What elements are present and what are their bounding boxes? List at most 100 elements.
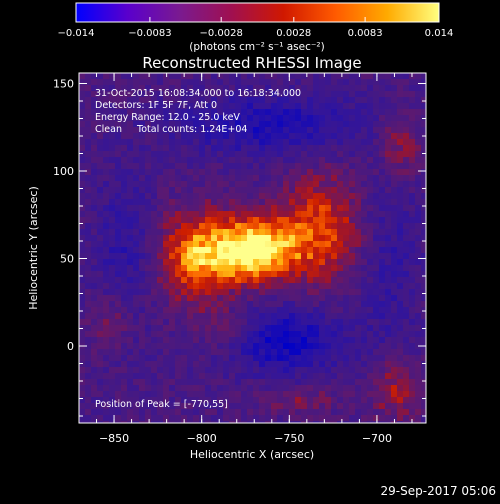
heatmap-cell xyxy=(325,193,331,199)
heatmap-cell xyxy=(211,271,217,277)
heatmap-cell xyxy=(79,121,85,127)
heatmap-cell xyxy=(307,307,313,313)
heatmap-cell xyxy=(313,337,319,343)
heatmap-cell xyxy=(109,349,115,355)
heatmap-cell xyxy=(253,247,259,253)
heatmap-cell xyxy=(223,139,229,145)
heatmap-cell xyxy=(397,193,403,199)
heatmap-cell xyxy=(211,157,217,163)
heatmap-cell xyxy=(163,79,169,85)
heatmap-cell xyxy=(343,133,349,139)
heatmap-cell xyxy=(121,103,127,109)
heatmap-cell xyxy=(121,271,127,277)
heatmap-cell xyxy=(211,277,217,283)
heatmap-cell xyxy=(193,175,199,181)
heatmap-cell xyxy=(127,283,133,289)
heatmap-cell xyxy=(157,343,163,349)
heatmap-cell xyxy=(157,409,163,415)
heatmap-cell xyxy=(145,175,151,181)
heatmap-cell xyxy=(397,109,403,115)
heatmap-cell xyxy=(205,271,211,277)
heatmap-cell xyxy=(199,175,205,181)
heatmap-cell xyxy=(109,115,115,121)
heatmap-cell xyxy=(145,223,151,229)
heatmap-cell xyxy=(367,343,373,349)
heatmap-cell xyxy=(247,235,253,241)
heatmap-cell xyxy=(295,337,301,343)
heatmap-cell xyxy=(241,253,247,259)
heatmap-cell xyxy=(217,319,223,325)
heatmap-cell xyxy=(385,217,391,223)
heatmap-cell xyxy=(163,283,169,289)
heatmap-cell xyxy=(115,193,121,199)
heatmap-cell xyxy=(307,385,313,391)
heatmap-cell xyxy=(367,415,373,421)
heatmap-cell xyxy=(163,259,169,265)
heatmap-cell xyxy=(79,169,85,175)
heatmap-cell xyxy=(241,157,247,163)
heatmap-cell xyxy=(103,175,109,181)
heatmap-cell xyxy=(259,211,265,217)
heatmap-cell xyxy=(367,115,373,121)
heatmap-cell xyxy=(331,127,337,133)
heatmap-cell xyxy=(253,121,259,127)
heatmap-cell xyxy=(415,205,421,211)
heatmap-cell xyxy=(337,379,343,385)
heatmap-cell xyxy=(229,367,235,373)
heatmap-cell xyxy=(271,283,277,289)
heatmap-cell xyxy=(403,415,409,421)
heatmap-cell xyxy=(295,373,301,379)
heatmap-cell xyxy=(163,403,169,409)
heatmap-cell xyxy=(253,361,259,367)
heatmap-cell xyxy=(85,415,91,421)
heatmap-cell xyxy=(127,277,133,283)
heatmap-cell xyxy=(79,379,85,385)
heatmap-cell xyxy=(181,319,187,325)
heatmap-cell xyxy=(271,193,277,199)
heatmap-cell xyxy=(271,115,277,121)
heatmap-cell xyxy=(151,397,157,403)
heatmap-cell xyxy=(373,235,379,241)
heatmap-cell xyxy=(337,421,343,423)
heatmap-cell xyxy=(325,373,331,379)
heatmap-cell xyxy=(109,151,115,157)
heatmap-cell xyxy=(409,181,415,187)
heatmap-cell xyxy=(253,391,259,397)
heatmap-cell xyxy=(91,277,97,283)
heatmap-cell xyxy=(259,421,265,423)
heatmap-cell xyxy=(211,139,217,145)
heatmap-cell xyxy=(193,73,199,79)
heatmap-cell xyxy=(199,349,205,355)
heatmap-cell xyxy=(133,301,139,307)
heatmap-cell xyxy=(367,247,373,253)
heatmap-cell xyxy=(313,91,319,97)
heatmap-cell xyxy=(109,181,115,187)
heatmap-cell xyxy=(367,271,373,277)
heatmap-cell xyxy=(355,403,361,409)
heatmap-cell xyxy=(415,151,421,157)
heatmap-cell xyxy=(403,409,409,415)
heatmap-cell xyxy=(127,343,133,349)
heatmap-cell xyxy=(391,91,397,97)
heatmap-cell xyxy=(289,313,295,319)
heatmap-cell xyxy=(247,259,253,265)
heatmap-cell xyxy=(199,199,205,205)
heatmap-cell xyxy=(337,223,343,229)
heatmap-cell xyxy=(325,133,331,139)
heatmap-cell xyxy=(307,277,313,283)
heatmap-cell xyxy=(313,289,319,295)
heatmap-cell xyxy=(103,397,109,403)
heatmap-cell xyxy=(193,235,199,241)
heatmap-cell xyxy=(301,391,307,397)
heatmap-cell xyxy=(217,217,223,223)
heatmap-cell xyxy=(271,379,277,385)
heatmap-cell xyxy=(397,241,403,247)
heatmap-cell xyxy=(193,397,199,403)
heatmap-cell xyxy=(169,415,175,421)
heatmap-cell xyxy=(319,181,325,187)
heatmap-cell xyxy=(187,217,193,223)
heatmap-cell xyxy=(325,139,331,145)
heatmap-cell xyxy=(223,145,229,151)
heatmap-cell xyxy=(205,175,211,181)
heatmap-cell xyxy=(199,403,205,409)
